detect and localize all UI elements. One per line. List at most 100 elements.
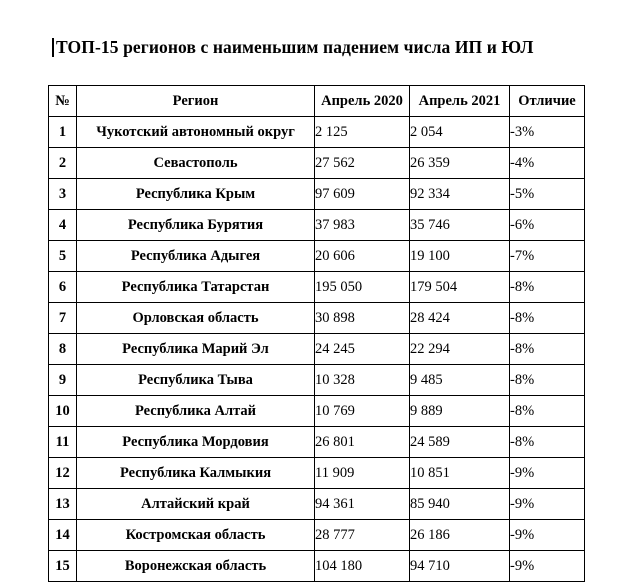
- row-difference: -7%: [509, 240, 585, 272]
- row-value-2021: 179 504: [409, 271, 510, 303]
- table-row: 13 Алтайский край 94 361 85 940 -9%: [48, 488, 585, 520]
- row-value-2021: 28 424: [409, 302, 510, 334]
- row-region-name: Воронежская область: [76, 550, 315, 582]
- table-row: 3 Республика Крым 97 609 92 334 -5%: [48, 178, 585, 210]
- column-header-year-2021: Апрель 2021: [409, 85, 510, 117]
- document-page: ТОП-15 регионов с наименьшим падением чи…: [48, 37, 585, 582]
- page-title-text: ТОП-15 регионов с наименьшим падением чи…: [56, 37, 534, 57]
- table-row: 11 Республика Мордовия 26 801 24 589 -8%: [48, 426, 585, 458]
- row-value-2020: 27 562: [314, 147, 410, 179]
- row-value-2020: 97 609: [314, 178, 410, 210]
- column-header-difference: Отличие: [509, 85, 585, 117]
- row-difference: -8%: [509, 271, 585, 303]
- row-region-name: Республика Марий Эл: [76, 333, 315, 365]
- row-number: 12: [48, 457, 77, 489]
- regions-table: № Регион Апрель 2020 Апрель 2021 Отличие…: [48, 85, 585, 582]
- row-value-2020: 195 050: [314, 271, 410, 303]
- row-region-name: Чукотский автономный округ: [76, 116, 315, 148]
- row-difference: -3%: [509, 116, 585, 148]
- row-difference: -9%: [509, 488, 585, 520]
- row-region-name: Республика Калмыкия: [76, 457, 315, 489]
- row-number: 4: [48, 209, 77, 241]
- row-difference: -8%: [509, 333, 585, 365]
- row-value-2021: 26 186: [409, 519, 510, 551]
- table-row: 14 Костромская область 28 777 26 186 -9%: [48, 519, 585, 551]
- row-number: 3: [48, 178, 77, 210]
- row-value-2021: 10 851: [409, 457, 510, 489]
- row-value-2021: 22 294: [409, 333, 510, 365]
- table-row: 9 Республика Тыва 10 328 9 485 -8%: [48, 364, 585, 396]
- row-number: 8: [48, 333, 77, 365]
- row-value-2021: 92 334: [409, 178, 510, 210]
- row-value-2020: 20 606: [314, 240, 410, 272]
- row-value-2020: 10 328: [314, 364, 410, 396]
- column-header-number: №: [48, 85, 77, 117]
- row-difference: -8%: [509, 364, 585, 396]
- table-row: 8 Республика Марий Эл 24 245 22 294 -8%: [48, 333, 585, 365]
- row-value-2020: 2 125: [314, 116, 410, 148]
- row-value-2021: 9 485: [409, 364, 510, 396]
- row-number: 6: [48, 271, 77, 303]
- row-difference: -8%: [509, 302, 585, 334]
- row-difference: -9%: [509, 519, 585, 551]
- row-value-2020: 30 898: [314, 302, 410, 334]
- row-value-2020: 24 245: [314, 333, 410, 365]
- row-region-name: Костромская область: [76, 519, 315, 551]
- row-number: 10: [48, 395, 77, 427]
- table-row: 7 Орловская область 30 898 28 424 -8%: [48, 302, 585, 334]
- row-number: 11: [48, 426, 77, 458]
- row-difference: -9%: [509, 550, 585, 582]
- row-difference: -4%: [509, 147, 585, 179]
- row-difference: -8%: [509, 426, 585, 458]
- row-difference: -9%: [509, 457, 585, 489]
- row-difference: -6%: [509, 209, 585, 241]
- row-region-name: Севастополь: [76, 147, 315, 179]
- row-difference: -5%: [509, 178, 585, 210]
- table-row: 4 Республика Бурятия 37 983 35 746 -6%: [48, 209, 585, 241]
- row-value-2021: 26 359: [409, 147, 510, 179]
- row-value-2021: 94 710: [409, 550, 510, 582]
- row-value-2021: 19 100: [409, 240, 510, 272]
- row-number: 9: [48, 364, 77, 396]
- row-number: 1: [48, 116, 77, 148]
- row-value-2021: 2 054: [409, 116, 510, 148]
- row-region-name: Республика Тыва: [76, 364, 315, 396]
- table-row: 6 Республика Татарстан 195 050 179 504 -8%: [48, 271, 585, 303]
- row-value-2020: 11 909: [314, 457, 410, 489]
- row-value-2021: 24 589: [409, 426, 510, 458]
- row-region-name: Республика Адыгея: [76, 240, 315, 272]
- table-row: 2 Севастополь 27 562 26 359 -4%: [48, 147, 585, 179]
- row-number: 5: [48, 240, 77, 272]
- table-row: 10 Республика Алтай 10 769 9 889 -8%: [48, 395, 585, 427]
- row-number: 2: [48, 147, 77, 179]
- row-region-name: Республика Мордовия: [76, 426, 315, 458]
- row-region-name: Республика Татарстан: [76, 271, 315, 303]
- text-cursor-icon: [52, 38, 54, 58]
- column-header-year-2020: Апрель 2020: [314, 85, 410, 117]
- column-header-region: Регион: [76, 85, 315, 117]
- table-header-row: № Регион Апрель 2020 Апрель 2021 Отличие: [48, 85, 585, 117]
- row-value-2021: 9 889: [409, 395, 510, 427]
- row-value-2021: 85 940: [409, 488, 510, 520]
- row-region-name: Республика Бурятия: [76, 209, 315, 241]
- row-value-2020: 10 769: [314, 395, 410, 427]
- table-row: 5 Республика Адыгея 20 606 19 100 -7%: [48, 240, 585, 272]
- table-row: 15 Воронежская область 104 180 94 710 -9%: [48, 550, 585, 582]
- row-region-name: Республика Алтай: [76, 395, 315, 427]
- row-region-name: Республика Крым: [76, 178, 315, 210]
- row-number: 7: [48, 302, 77, 334]
- row-region-name: Алтайский край: [76, 488, 315, 520]
- row-number: 15: [48, 550, 77, 582]
- table-row: 12 Республика Калмыкия 11 909 10 851 -9%: [48, 457, 585, 489]
- row-value-2020: 37 983: [314, 209, 410, 241]
- page-title: ТОП-15 регионов с наименьшим падением чи…: [52, 37, 534, 58]
- row-value-2020: 28 777: [314, 519, 410, 551]
- row-value-2020: 94 361: [314, 488, 410, 520]
- row-number: 13: [48, 488, 77, 520]
- row-value-2020: 26 801: [314, 426, 410, 458]
- table-body: 1 Чукотский автономный округ 2 125 2 054 -3%…: [48, 116, 585, 582]
- table-row: 1 Чукотский автономный округ 2 125 2 054 -3%: [48, 116, 585, 148]
- row-value-2021: 35 746: [409, 209, 510, 241]
- row-difference: -8%: [509, 395, 585, 427]
- row-region-name: Орловская область: [76, 302, 315, 334]
